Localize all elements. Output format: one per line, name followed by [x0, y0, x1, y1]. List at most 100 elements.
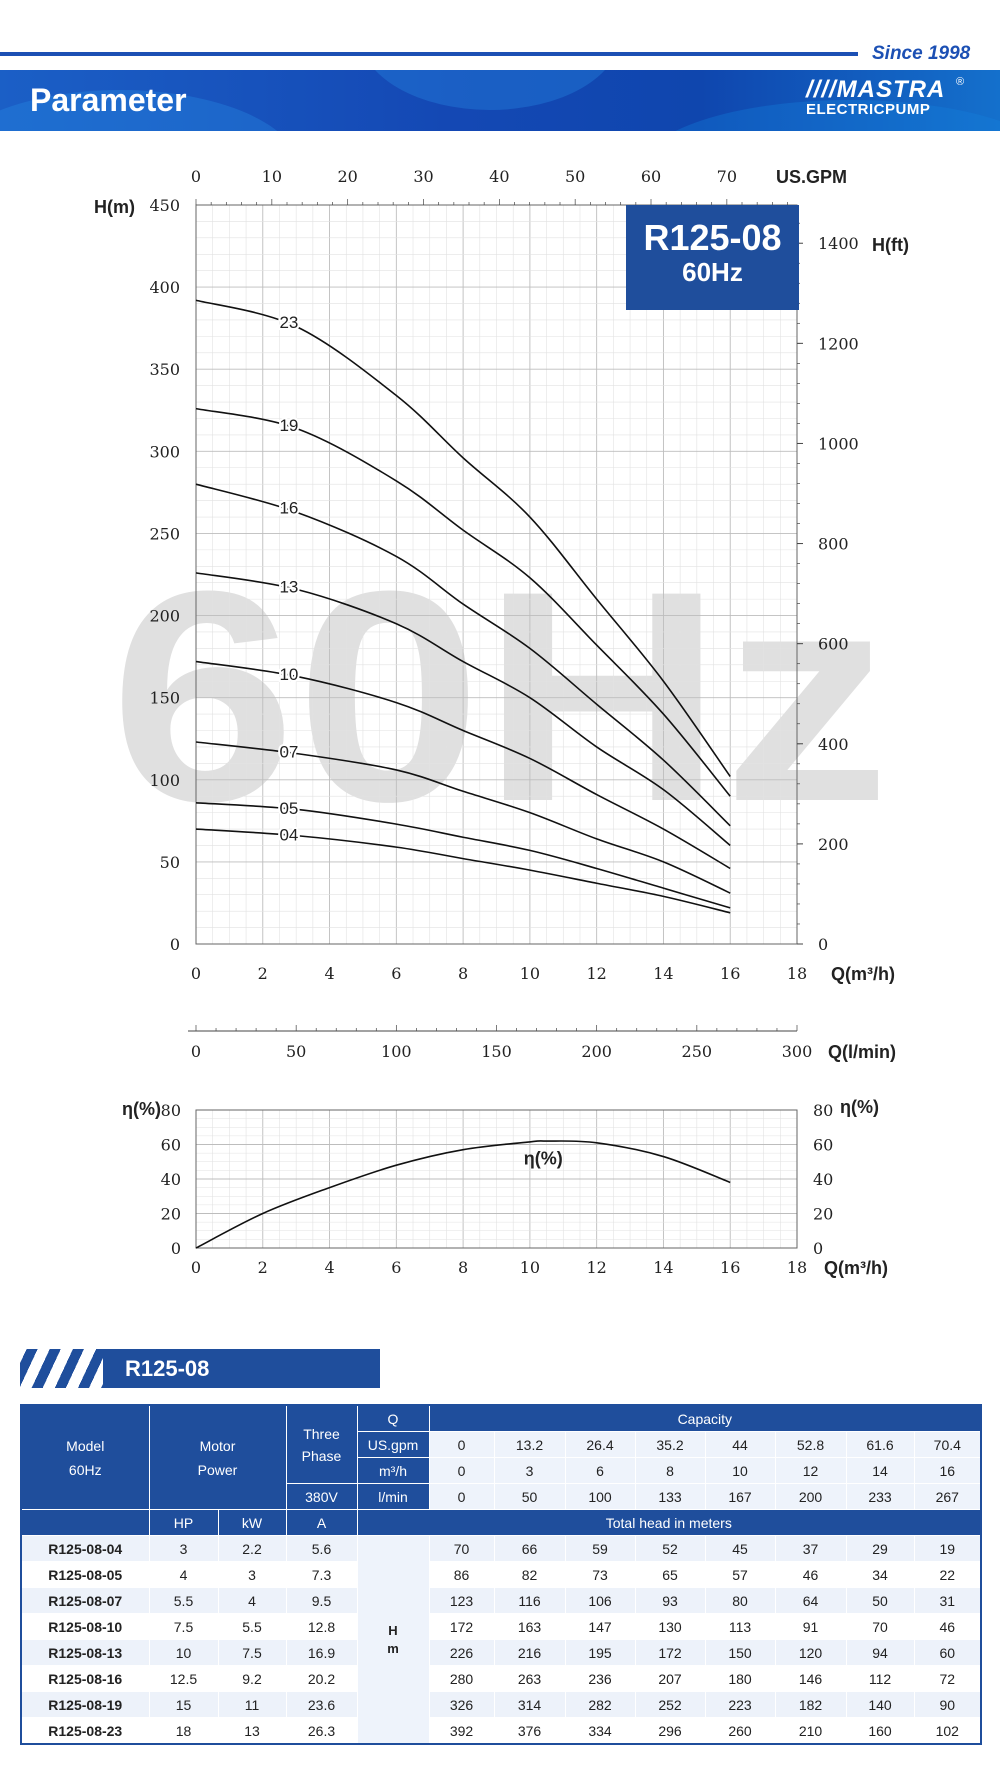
head-cell: 123 [428, 1587, 495, 1614]
x2-tick-label: 30 [413, 167, 433, 186]
hp-cell: 4 [148, 1561, 219, 1588]
y-tick-label: 50 [160, 853, 180, 872]
head-cell: 236 [564, 1665, 636, 1692]
logo-mark: ////MASTRA [806, 76, 946, 103]
head-cell: 130 [634, 1613, 706, 1640]
efficiency-curve-label: η(%) [524, 1148, 563, 1168]
x2-tick-label: 50 [565, 167, 585, 186]
head-cell: 147 [564, 1613, 636, 1640]
amp-cell: 5.6 [285, 1535, 358, 1562]
head-cell: 182 [774, 1691, 847, 1718]
eff-x-tick-label: 8 [458, 1258, 468, 1277]
flow-value: 13.2 [493, 1431, 566, 1458]
amp-cell: 16.9 [285, 1639, 358, 1666]
x-axis-title: Q(m³/h) [831, 964, 895, 984]
flow-value: 12 [774, 1457, 847, 1484]
head-cell: 102 [913, 1717, 982, 1745]
head-cell: 296 [634, 1717, 706, 1745]
flow-value: 0 [428, 1483, 495, 1510]
blank-header [20, 1509, 150, 1536]
flow-value: 52.8 [774, 1431, 847, 1458]
head-cell: 29 [845, 1535, 915, 1562]
head-cell: 172 [428, 1613, 495, 1640]
head-cell: 31 [913, 1587, 982, 1614]
flow-value: 3 [493, 1457, 566, 1484]
head-cell: 260 [704, 1717, 776, 1745]
eff-y2-axis-title: η(%) [840, 1097, 879, 1117]
plot-frame [195, 1109, 798, 1249]
eff-y-tick-label: 80 [161, 1101, 181, 1120]
kw-cell: 4 [217, 1587, 287, 1614]
head-cell: 65 [634, 1561, 706, 1588]
y-tick-label: 350 [149, 360, 180, 379]
head-curve-23 [195, 299, 731, 777]
kw-cell: 9.2 [217, 1665, 287, 1692]
head-cell: 59 [564, 1535, 636, 1562]
amp-cell: 9.5 [285, 1587, 358, 1614]
table-row: R125-08-13 10 7.5 16.9 226 216 195 172 150 120 94 6… [20, 1639, 982, 1666]
flow-value: 70.4 [913, 1431, 982, 1458]
head-cell: 90 [913, 1691, 982, 1718]
model-cell: R125-08-23 [20, 1717, 150, 1745]
head-cell: 180 [704, 1665, 776, 1692]
flow-unit: l/min [356, 1483, 430, 1510]
head-cell: 72 [913, 1665, 982, 1692]
section-title: R125-08 [103, 1349, 380, 1388]
brand-logo: ////MASTRA ELECTRICPUMP ® [806, 76, 965, 118]
x-tick-label: 4 [324, 964, 334, 983]
flow-value: 133 [634, 1483, 706, 1510]
hp-cell: 10 [148, 1639, 219, 1666]
y-tick-label: 250 [149, 524, 180, 543]
table-row: R125-08-19 15 11 23.6 326 314 282 252 223 182 140 9… [20, 1691, 982, 1718]
head-curve-16 [195, 483, 731, 827]
head-cell: 57 [704, 1561, 776, 1588]
x2-tick-label: 0 [191, 167, 201, 186]
head-cell: 34 [845, 1561, 915, 1588]
eff-x-tick-label: 14 [653, 1258, 673, 1277]
head-cell: 223 [704, 1691, 776, 1718]
x3-tick-label: 150 [481, 1042, 512, 1061]
watermark-text: 60Hz [110, 528, 890, 864]
x2-tick-label: 20 [337, 167, 357, 186]
flow-value: 167 [704, 1483, 776, 1510]
model-box-freq: 60Hz [682, 257, 743, 287]
voltage-header: 380V [285, 1483, 358, 1510]
y-tick-label: 150 [149, 689, 180, 708]
eff-x-tick-label: 0 [191, 1258, 201, 1277]
y-tick-label: 0 [170, 935, 180, 954]
y-axis-title: H(m) [94, 197, 135, 217]
kw-cell: 3 [217, 1561, 287, 1588]
stripes-decoration [20, 1349, 103, 1388]
table-row: R125-08-07 5.5 4 9.5 123 116 106 93 80 64 50 31 [20, 1587, 982, 1614]
head-curve-19 [195, 407, 731, 797]
y2-tick-label: 600 [818, 635, 849, 654]
table-row: R125-08-10 7.5 5.5 12.8 172 163 147 130 113 91 70 4… [20, 1613, 982, 1640]
model-cell: R125-08-07 [20, 1587, 150, 1614]
head-cell: 376 [493, 1717, 566, 1745]
eff-y2-tick-label: 40 [813, 1170, 833, 1189]
eff-y-axis-title: η(%) [122, 1099, 161, 1119]
x3-tick-label: 0 [191, 1042, 201, 1061]
hp-cell: 15 [148, 1691, 219, 1718]
kw-cell: 11 [217, 1691, 287, 1718]
flow-unit: m³/h [356, 1457, 430, 1484]
head-cell: 116 [493, 1587, 566, 1614]
x2-tick-label: 70 [717, 167, 737, 186]
eff-x-tick-label: 18 [787, 1258, 807, 1277]
x3-tick-label: 200 [581, 1042, 612, 1061]
flow-value: 233 [845, 1483, 915, 1510]
y2-tick-label: 1200 [818, 334, 859, 353]
head-cell: 195 [564, 1639, 636, 1666]
head-cell: 91 [774, 1613, 847, 1640]
head-unit-h: H [388, 1622, 398, 1638]
eff-y2-tick-label: 60 [813, 1136, 833, 1155]
x2-tick-label: 60 [641, 167, 661, 186]
x-tick-label: 0 [191, 964, 201, 983]
section-header: R125-08 [20, 1349, 380, 1388]
y2-axis-title: H(ft) [872, 235, 909, 255]
flow-value: 267 [913, 1483, 982, 1510]
flow-value: 8 [634, 1457, 706, 1484]
x-tick-label: 6 [391, 964, 401, 983]
